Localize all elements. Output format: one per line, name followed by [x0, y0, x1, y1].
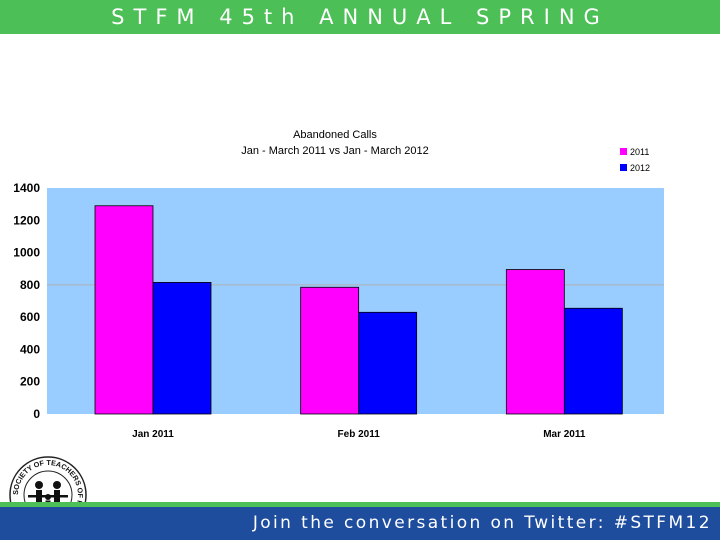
y-tick-label: 1200 [13, 213, 40, 227]
bar-2012-jan-2011 [152, 282, 212, 415]
footer-twitter-text: Join the conversation on Twitter: #STFM1… [252, 513, 712, 533]
y-tick-label: 0 [33, 407, 40, 421]
chart-title: Abandoned Calls [293, 129, 377, 141]
legend-label-2011: 2011 [630, 147, 649, 157]
footer-band: Join the conversation on Twitter: #STFM1… [0, 507, 720, 540]
bars-group [94, 205, 623, 415]
y-tick-label: 1000 [13, 246, 40, 260]
y-tick-label: 200 [20, 375, 40, 389]
y-tick-label: 800 [20, 278, 40, 292]
bar-2011-feb-2011 [300, 286, 360, 415]
conference-title: STFM 45th ANNUAL SPRING CONFERENCE [111, 5, 609, 63]
x-tick-label: Mar 2011 [543, 429, 586, 440]
y-tick-label: 600 [20, 310, 40, 324]
x-axis: Jan 2011 Feb 2011 Mar 2011 [132, 429, 586, 440]
legend-swatch-2012 [620, 164, 627, 171]
bar-2011-mar-2011 [505, 269, 565, 415]
chart-subtitle: Jan - March 2011 vs Jan - March 2012 [241, 145, 429, 157]
bar-2012-mar-2011 [563, 307, 623, 415]
chart-legend: 2011 2012 [620, 147, 650, 173]
bar-2011-jan-2011 [94, 205, 154, 415]
footer-accent-stripe [0, 502, 720, 507]
legend-label-2012: 2012 [630, 163, 650, 173]
y-axis: 0 200 400 600 800 1000 1200 1400 [13, 181, 40, 421]
y-tick-label: 400 [20, 342, 40, 356]
x-tick-label: Jan 2011 [132, 429, 174, 440]
bar-2012-feb-2011 [358, 311, 418, 415]
y-tick-label: 1400 [13, 181, 40, 195]
header-band: STFM 45th ANNUAL SPRING CONFERENCE [0, 0, 720, 63]
x-tick-label: Feb 2011 [338, 429, 381, 440]
legend-swatch-2011 [620, 148, 627, 155]
